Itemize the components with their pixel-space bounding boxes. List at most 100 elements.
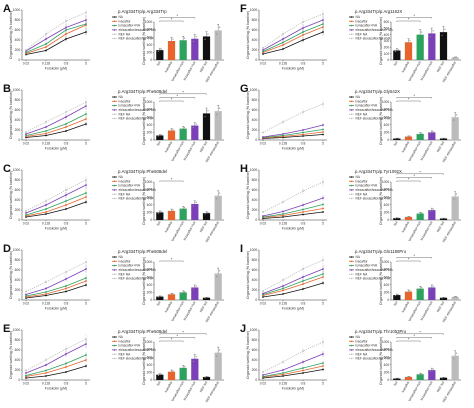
bar-dot [183,126,186,129]
bar-dot [218,349,221,351]
data-point [282,216,284,218]
legend-label: REF NA [356,112,369,116]
data-point [85,365,87,367]
legend-marker [113,277,116,280]
bar-x-tick-label: ivacaftor [401,220,411,234]
bar-na [156,212,164,220]
bar-ref-elexacaftor [451,296,459,300]
significance-star: * [414,13,416,18]
significance-star: * [182,329,184,334]
panel-g: G 0 200 400 600 800 1000 0.02 0.128 0.8 5 Forskolin… [240,83,461,163]
legend-marker [113,336,116,338]
data-point [65,348,67,350]
bar-y-tick-label: 200 [147,131,153,135]
bar-dot [183,37,186,39]
bar-y-tick-label: 0 [150,298,152,302]
bar-dot [192,126,195,128]
bar-dot [453,198,455,200]
data-point [302,208,304,211]
bar-y-tick-label: 0 [387,138,389,142]
bar-dot [195,285,197,287]
line-x-tick-label: 5 [85,142,87,146]
line-y-tick-label: 1000 [250,248,258,252]
line-y-tick-label: 1000 [250,328,258,332]
data-point [262,131,264,134]
data-point [65,20,67,22]
bar-ivacaftor [167,294,176,300]
line-plot: 0 200 400 600 800 1000 0.02 0.128 0.8 5 Forskolin … [9,248,90,311]
bar-dot [207,110,209,112]
line-y-tick-label: 0 [18,138,20,142]
bar-dot [455,193,458,195]
bar-dot [432,368,434,370]
series-line-ivacaftor [262,208,324,218]
legend-marker [350,180,353,183]
data-point [65,366,67,368]
series-line-elexacaftor-tezacaftor-iva [25,184,87,214]
legend-label: NA [119,175,124,179]
data-point [282,293,284,295]
data-point [262,53,264,55]
bar-ref-elexacaftor [451,196,459,220]
line-y-tick-label: 800 [252,18,258,22]
data-point [262,215,264,217]
bar-y-tick-label: 0 [150,218,152,222]
bar-lumacaftor-iva [179,208,187,220]
legend-marker [113,344,116,347]
bar-y-tick-label: 800 [147,268,153,272]
bar-y-tick-label: 600 [384,355,390,359]
bar-dot [216,355,218,357]
data-point [85,201,87,203]
line-x-axis-label: Forskolin (μM) [282,147,304,151]
bar-dot [183,365,186,368]
bar-y-tick-label: 0 [387,218,389,222]
significance-bracket [396,177,433,179]
line-x-tick-label: 0.128 [42,382,50,386]
data-point [282,361,284,363]
line-y-tick-label: 800 [15,258,21,262]
bar-dot [432,285,434,287]
significance-bracket [159,333,207,335]
line-x-tick-label: 0.8 [301,302,306,306]
bar-ref-na [202,297,211,300]
bar-dot [172,209,174,211]
bar-tezacaftor-iva [428,210,436,220]
data-point [302,268,304,270]
bar-dot [420,132,423,134]
data-point [282,33,284,35]
bar-dot [157,135,160,137]
legend-marker [113,197,116,200]
data-point [302,367,304,369]
bar-dot [441,297,443,299]
series-line-lumacaftor-iva [25,192,87,216]
bar-y-tick-label: 400 [384,123,390,127]
legend-label: REF elexacaftor/tez+IVA [119,117,155,121]
bar-dot [218,26,221,29]
significance-bracket [159,100,184,102]
series-line-elexacaftor-tezacaftor-iva [262,124,324,138]
bar-dot [169,211,171,213]
data-point [302,111,304,113]
line-x-tick-label: 0.128 [42,142,50,146]
data-point [322,207,324,210]
data-point [85,338,87,340]
data-point [85,268,87,270]
legend-label: ivacaftor [119,259,132,263]
data-point [25,212,27,214]
series-line-na [25,201,87,218]
data-point [45,126,47,128]
bar-dot [216,113,218,116]
line-x-tick-label: 0.128 [279,62,287,66]
bar-y-tick-label: 400 [384,363,390,367]
legend-marker [350,260,353,263]
bar-lumacaftor-iva [179,367,187,380]
line-y-tick-label: 400 [252,118,258,122]
line-y-tick-label: 400 [15,38,21,42]
line-x-axis-label: Forskolin (μM) [45,67,67,71]
bar-y-tick-label: 800 [384,348,390,352]
bar-x-tick-label: REF NA [436,220,446,233]
data-point [85,113,87,115]
bar-x-tick-label: NA [156,380,162,387]
line-x-tick-label: 0.8 [301,382,306,386]
